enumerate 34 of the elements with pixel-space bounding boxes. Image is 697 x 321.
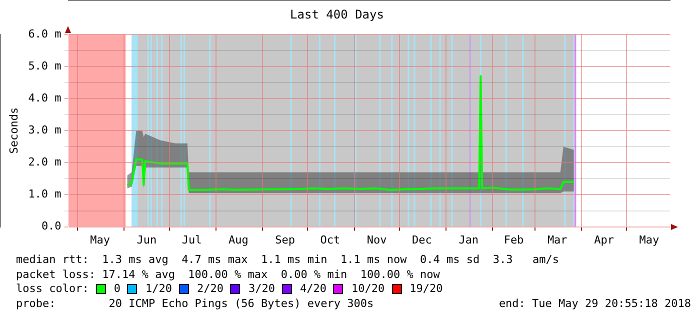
text: end: Tue May 29 20:55:18 2018 (498, 296, 691, 311)
y-tick-label: 3.0 m (28, 123, 62, 136)
text: probe: 20 ICMP Echo Pings (56 Bytes) every 300s (16, 296, 374, 311)
y-tick-label: 2.0 m (28, 156, 62, 169)
x-tick-label: Sep (275, 233, 296, 246)
text: median rtt: 1.3 ms avg 4.7 ms max 1.1 ms min 1.1 ms now 0.4 ms sd 3.3 am/s (16, 253, 560, 268)
text: 10/20 (351, 282, 385, 296)
text: 1/20 (145, 282, 172, 296)
y-tick-label: 5.0 m (28, 59, 62, 72)
y-tick-label: 6.0 m (28, 27, 62, 40)
text: 4/20 (300, 282, 326, 296)
x-tick-label: Feb (504, 233, 524, 246)
text: loss color: (16, 282, 89, 296)
x-tick-label: May (90, 233, 110, 246)
chart-title: Last 400 Days (290, 7, 384, 22)
x-tick-label: Dec (412, 233, 432, 246)
x-tick-label: Jul (182, 233, 202, 246)
text: 0 (114, 282, 120, 296)
y-tick-label: 0.0 (41, 220, 62, 233)
x-tick-label: Mar (547, 233, 568, 246)
text: 2/20 (196, 282, 224, 296)
x-tick-label: Jun (136, 233, 157, 246)
text: 3/20 (248, 282, 275, 296)
y-axis-title: Seconds (7, 107, 20, 154)
x-tick-label: May (639, 233, 660, 246)
y-tick-label: 1.0 m (28, 188, 62, 201)
text: 19/20 (410, 282, 443, 296)
text: packet loss: 17.14 % avg 100.00 % max 0.00 % min 100.00 % now (16, 268, 440, 282)
x-tick-label: Apr (594, 233, 614, 246)
x-tick-label: Nov (366, 233, 388, 246)
x-tick-label: Aug (228, 233, 248, 246)
x-tick-label: Oct (320, 233, 340, 246)
x-tick-label: Jan (458, 233, 479, 246)
y-tick-label: 4.0 m (28, 91, 62, 104)
